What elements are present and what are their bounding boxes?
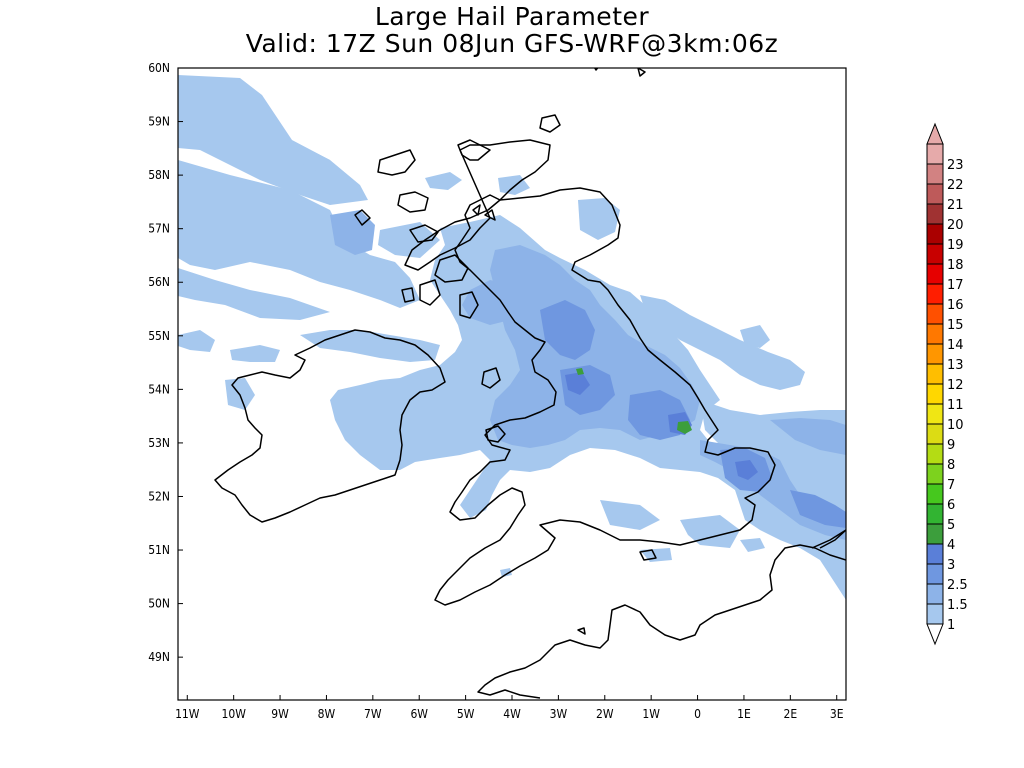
y-tick-label: 56N: [148, 275, 170, 289]
colorbar-label: 19: [947, 238, 964, 253]
colorbar-swatch: [926, 523, 944, 545]
france-coastline: [477, 544, 846, 699]
colorbar-swatch: [926, 163, 944, 185]
colorbar-label: 18: [947, 258, 964, 273]
colorbar-label: 5: [947, 518, 955, 533]
y-tick-label: 55N: [148, 329, 170, 343]
x-tick-label: 4W: [503, 707, 521, 721]
colorbar-over-triangle: [926, 122, 944, 145]
colorbar-label: 17: [947, 278, 964, 293]
x-tick-label: 9W: [271, 707, 289, 721]
great-britain-coastline: [434, 187, 776, 606]
y-tick-label: 58N: [148, 168, 170, 182]
colorbar-swatch: [926, 423, 944, 445]
chart-title: Large Hail Parameter: [374, 2, 650, 31]
colorbar-swatch: [926, 503, 944, 525]
colorbar-label: 21: [947, 198, 964, 213]
ireland-coastline: [214, 329, 446, 523]
colorbar-label: 13: [947, 358, 964, 373]
y-tick-label: 50N: [148, 597, 170, 611]
colorbar-swatch: [926, 383, 944, 405]
latitude-axis: 60N 59N 58N 57N 56N 55N 54N 53N 52N 51N 50N 49N: [148, 61, 183, 664]
colorbar-swatch: [926, 183, 944, 205]
colorbar-label: 7: [947, 478, 955, 493]
colorbar-swatch: [926, 303, 944, 325]
colorbar-label: 9: [947, 438, 955, 453]
colorbar-swatch: [926, 323, 944, 345]
longitude-axis: 11W 10W 9W 8W 7W 6W 5W 4W 3W 2W 1W 0 1E 2E 3E: [175, 695, 844, 721]
colorbar-swatch: [926, 203, 944, 225]
colorbar-under-triangle: [926, 623, 944, 646]
colorbar-swatch: [926, 343, 944, 365]
colorbar-label: 15: [947, 318, 964, 333]
colorbar-swatch: [926, 603, 944, 625]
x-tick-label: 3E: [830, 707, 844, 721]
chart-subtitle: Valid: 17Z Sun 08Jun GFS-WRF@3km:06z: [245, 29, 779, 58]
colorbar-swatch: [926, 543, 944, 565]
colorbar-swatch: [926, 143, 944, 165]
colorbar-swatch: [926, 443, 944, 465]
colorbar-label: 14: [947, 338, 964, 353]
y-tick-label: 51N: [148, 543, 170, 557]
x-tick-label: 5W: [457, 707, 475, 721]
x-tick-label: 10W: [221, 707, 246, 721]
y-tick-label: 52N: [148, 489, 170, 503]
colorbar-swatch: [926, 583, 944, 605]
y-tick-label: 57N: [148, 222, 170, 236]
colorbar-legend: 1 1.5 2.5 3 4 5 6 7 8 9 10 11 12 13 14 15 16 17 18 19 20 21 22…: [926, 122, 968, 646]
x-tick-label: 0: [694, 707, 701, 721]
y-tick-label: 54N: [148, 382, 170, 396]
colorbar-swatch: [926, 283, 944, 305]
colorbar-label: 1: [947, 618, 955, 633]
colorbar-label: 23: [947, 158, 964, 173]
x-tick-label: 1E: [737, 707, 751, 721]
colorbar-swatch: [926, 483, 944, 505]
colorbar-label: 10: [947, 418, 964, 433]
x-tick-label: 6W: [410, 707, 428, 721]
x-tick-label: 7W: [364, 707, 382, 721]
x-tick-label: 1W: [642, 707, 660, 721]
colorbar-swatch: [926, 563, 944, 585]
colorbar-label: 2.5: [947, 578, 968, 593]
x-tick-label: 2E: [783, 707, 797, 721]
y-tick-label: 59N: [148, 115, 170, 129]
colorbar-swatch: [926, 243, 944, 265]
colorbar-swatch: [926, 223, 944, 245]
colorbar-label: 8: [947, 458, 955, 473]
colorbar-swatch: [926, 363, 944, 385]
colorbar-swatch: [926, 403, 944, 425]
colorbar-label: 11: [947, 398, 964, 413]
colorbar-label: 6: [947, 498, 955, 513]
scotland-north-coastline: [404, 139, 551, 271]
colorbar-swatch: [926, 463, 944, 485]
colorbar-label: 4: [947, 538, 955, 553]
y-tick-label: 60N: [148, 61, 170, 75]
colorbar-label: 3: [947, 558, 955, 573]
colorbar-swatch: [926, 263, 944, 285]
x-tick-label: 8W: [318, 707, 336, 721]
x-tick-label: 3W: [550, 707, 568, 721]
y-tick-label: 53N: [148, 436, 170, 450]
y-tick-label: 49N: [148, 650, 170, 664]
colorbar-label: 16: [947, 298, 964, 313]
hail-parameter-shading: [178, 75, 846, 600]
coastlines: [214, 68, 846, 699]
shading-level-4: [576, 368, 692, 434]
colorbar-label: 12: [947, 378, 964, 393]
x-tick-label: 2W: [596, 707, 614, 721]
colorbar-label: 1.5: [947, 598, 968, 613]
colorbar-label: 22: [947, 178, 964, 193]
x-tick-label: 11W: [175, 707, 200, 721]
colorbar-label: 20: [947, 218, 964, 233]
